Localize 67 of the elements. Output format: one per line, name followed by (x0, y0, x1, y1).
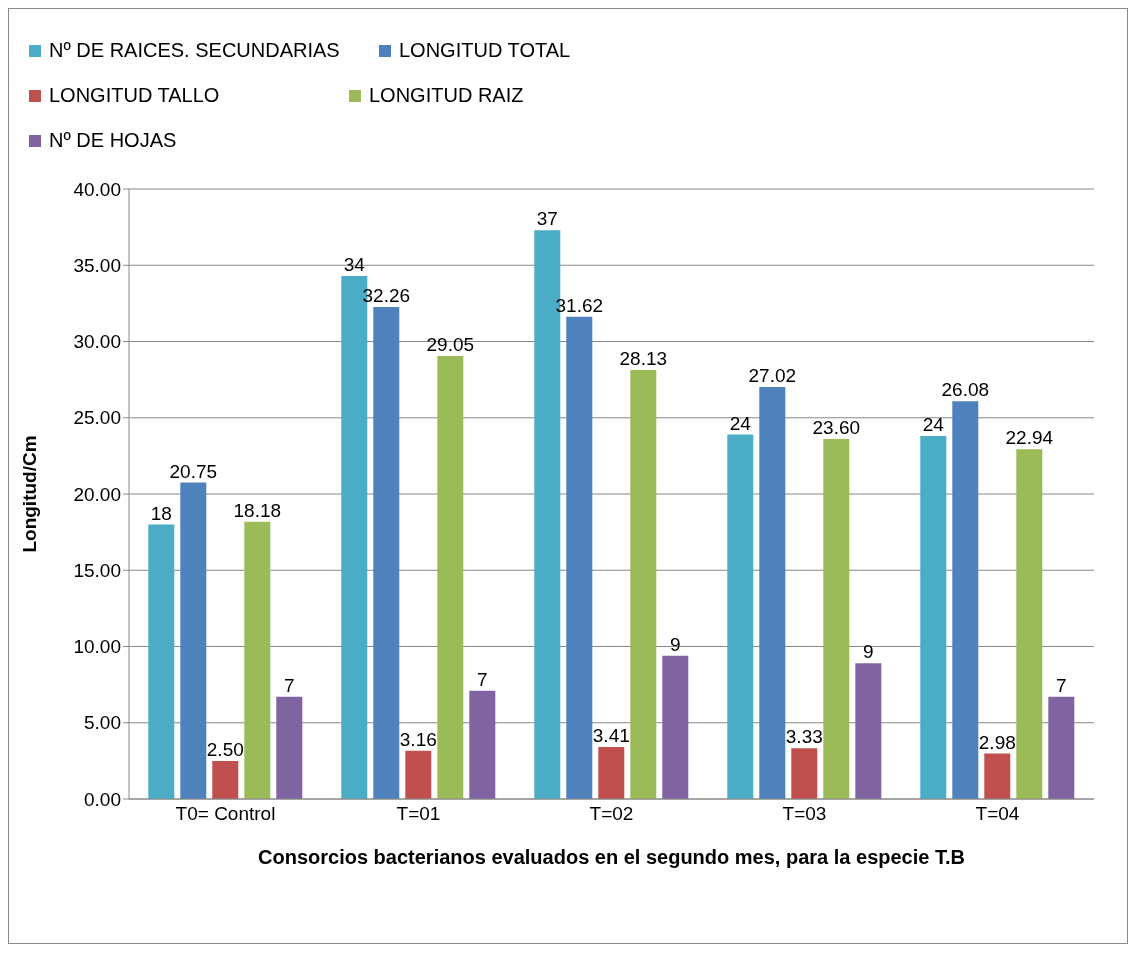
legend-label: Nº DE HOJAS (49, 129, 177, 152)
y-tick-label: 10.00 (73, 636, 121, 658)
x-tick-label: T=04 (975, 803, 1020, 825)
bar (373, 307, 400, 799)
data-label: 34 (343, 253, 366, 275)
data-label: 26.08 (941, 379, 990, 401)
data-label: 9 (863, 641, 874, 663)
y-tick-label: 30.00 (73, 331, 121, 353)
data-label: 24 (922, 414, 945, 436)
y-tick-label: 25.00 (73, 407, 121, 429)
data-label: 28.13 (619, 348, 668, 370)
bar (1016, 449, 1043, 799)
bar (662, 655, 689, 799)
legend-label: LONGITUD TOTAL (399, 39, 571, 62)
legend-label: LONGITUD RAIZ (369, 84, 524, 107)
data-label: 2.50 (206, 738, 244, 760)
x-tick-label: T=03 (782, 803, 827, 825)
x-axis-title: Consorcios bacterianos evaluados en el segundo mes, para la especie T.B (258, 846, 965, 868)
bar (469, 690, 496, 799)
data-label: 29.05 (426, 333, 475, 355)
bar (244, 521, 271, 799)
y-tick-label: 0.00 (84, 788, 121, 810)
data-label: 2.98 (978, 731, 1016, 753)
bar (180, 482, 207, 799)
y-tick-label: 40.00 (73, 178, 121, 200)
legend-label: Nº DE RAICES. SECUNDARIAS (49, 39, 340, 62)
data-label: 22.94 (1005, 427, 1054, 449)
bar (405, 750, 432, 799)
y-axis-title: Longitud/Cm (18, 435, 40, 553)
x-tick-label: T=01 (396, 803, 441, 825)
y-tick-label: 5.00 (84, 712, 121, 734)
bar (437, 355, 464, 799)
bar (630, 370, 657, 799)
x-tick-label: T=02 (589, 803, 634, 825)
data-label: 3.33 (785, 726, 823, 748)
data-label: 18 (150, 502, 172, 524)
data-label: 3.41 (592, 725, 630, 746)
data-label: 7 (477, 668, 488, 690)
bar (566, 316, 593, 799)
data-label: 37 (536, 208, 558, 230)
bar (791, 748, 818, 799)
data-label: 9 (670, 633, 681, 655)
bar (823, 439, 850, 799)
data-label: 7 (284, 674, 295, 696)
y-tick-label: 15.00 (73, 559, 121, 581)
legend-label: LONGITUD TALLO (49, 84, 220, 107)
bar (598, 747, 625, 799)
bar (727, 434, 754, 799)
bar (855, 663, 882, 799)
bar (952, 401, 979, 799)
bar (276, 696, 303, 799)
bar (759, 386, 786, 799)
bar (148, 524, 175, 799)
data-label: 18.18 (233, 499, 282, 521)
y-tick-label: 35.00 (73, 254, 121, 276)
bar (920, 436, 947, 799)
bar (984, 753, 1011, 799)
data-label: 23.60 (812, 417, 861, 439)
bar (212, 760, 239, 799)
data-label: 7 (1056, 674, 1067, 696)
x-tick-label: T0= Control (175, 803, 276, 825)
data-label: 20.75 (169, 460, 218, 482)
data-label: 3.16 (399, 728, 437, 750)
data-label: 24 (729, 412, 752, 434)
bar (1048, 696, 1075, 799)
y-tick-label: 20.00 (73, 483, 121, 505)
data-label: 27.02 (748, 364, 797, 386)
